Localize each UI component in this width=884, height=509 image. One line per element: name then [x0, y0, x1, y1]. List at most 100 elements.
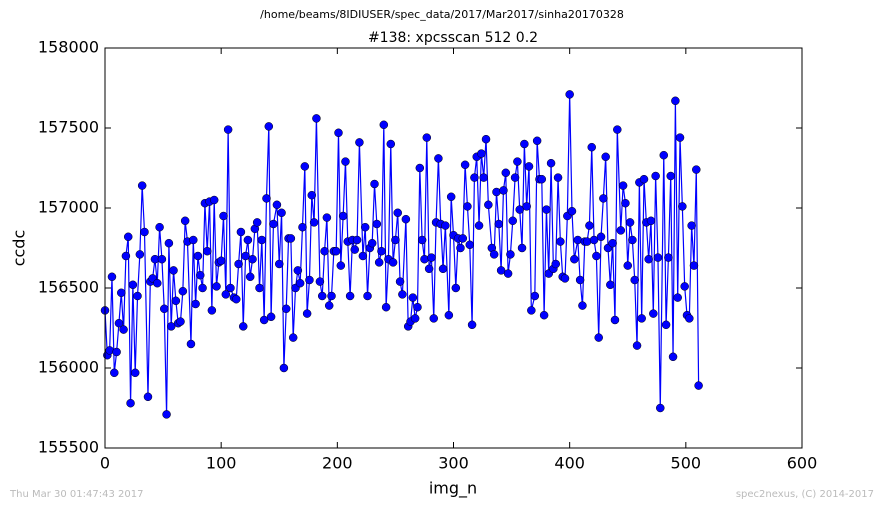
data-point — [374, 258, 384, 267]
data-point — [334, 128, 343, 138]
data-point — [567, 206, 577, 216]
data-point — [176, 317, 185, 326]
data-point — [379, 120, 389, 130]
data-point — [123, 232, 133, 242]
data-point — [689, 261, 699, 270]
data-point — [463, 202, 472, 211]
data-point — [110, 368, 119, 378]
data-point — [293, 266, 303, 275]
data-point — [424, 264, 434, 274]
data-point — [546, 158, 556, 168]
data-point — [522, 202, 531, 211]
data-point — [286, 234, 296, 243]
y-tick-label: 158000 — [38, 38, 99, 57]
data-point — [305, 275, 314, 285]
data-point — [367, 238, 377, 248]
data-point — [295, 278, 305, 288]
data-point — [135, 250, 145, 259]
plot-frame — [104, 47, 803, 449]
data-point — [221, 290, 231, 299]
data-point — [238, 322, 248, 331]
data-point — [508, 216, 517, 226]
data-point — [477, 149, 486, 158]
data-point — [408, 293, 418, 302]
data-point — [659, 150, 669, 160]
data-point — [429, 314, 439, 323]
data-point — [444, 310, 454, 320]
data-point — [637, 314, 646, 323]
data-point — [515, 205, 524, 214]
x-tick-label: 400 — [554, 454, 585, 473]
data-point — [252, 218, 262, 227]
data-point — [675, 133, 685, 142]
data-point — [587, 142, 596, 152]
data-point — [202, 246, 212, 256]
data-point — [451, 283, 461, 293]
data-point — [510, 173, 520, 182]
data-point — [327, 291, 336, 301]
data-point — [207, 306, 217, 315]
data-point — [157, 254, 167, 264]
data-point — [166, 322, 176, 331]
data-point — [646, 216, 656, 226]
data-point — [391, 235, 400, 245]
data-point — [524, 162, 534, 171]
data-point — [381, 302, 391, 312]
data-point — [336, 261, 346, 270]
data-point — [315, 277, 325, 286]
data-point — [537, 174, 547, 184]
data-point — [489, 250, 499, 259]
data-point — [694, 381, 703, 390]
data-point — [680, 282, 689, 291]
data-point — [628, 235, 637, 245]
data-point — [438, 264, 448, 274]
data-point — [133, 291, 142, 301]
data-point — [492, 187, 501, 197]
data-point — [324, 301, 334, 310]
data-point — [193, 251, 203, 261]
data-point — [649, 309, 658, 318]
data-point — [370, 179, 379, 189]
data-point — [350, 245, 360, 254]
data-point — [415, 163, 425, 173]
data-point — [413, 302, 422, 312]
data-point — [527, 306, 536, 315]
data-point — [625, 218, 635, 227]
data-point — [275, 259, 284, 269]
data-point — [434, 154, 443, 163]
data-point — [126, 398, 135, 408]
data-point — [312, 114, 321, 123]
x-tick-label: 100 — [206, 454, 237, 473]
data-point — [398, 290, 407, 299]
data-point — [171, 296, 181, 306]
data-point — [232, 294, 241, 304]
data-point — [272, 200, 282, 210]
data-point — [355, 138, 364, 147]
data-point — [532, 136, 542, 146]
data-point — [198, 283, 207, 293]
data-point — [661, 320, 671, 330]
chart-title: #138: xpcsscan 512 0.2 — [368, 30, 538, 46]
data-point — [639, 174, 649, 184]
data-point — [279, 363, 289, 373]
data-point — [259, 315, 269, 325]
data-point — [481, 134, 491, 144]
y-tick-label: 157000 — [38, 198, 99, 217]
data-point — [128, 280, 138, 290]
data-point — [458, 234, 468, 243]
data-point — [465, 240, 475, 250]
data-point — [169, 266, 178, 275]
data-point — [341, 157, 350, 166]
data-point — [140, 227, 149, 237]
data-point — [119, 325, 128, 334]
data-point — [565, 90, 574, 99]
data-point — [417, 235, 427, 245]
data-point — [685, 314, 694, 323]
data-point — [114, 318, 124, 328]
data-point — [302, 309, 312, 318]
data-point — [153, 278, 162, 288]
data-point — [196, 270, 205, 280]
x-tick-label: 200 — [322, 454, 353, 473]
data-point — [112, 347, 121, 357]
data-point — [393, 208, 402, 218]
